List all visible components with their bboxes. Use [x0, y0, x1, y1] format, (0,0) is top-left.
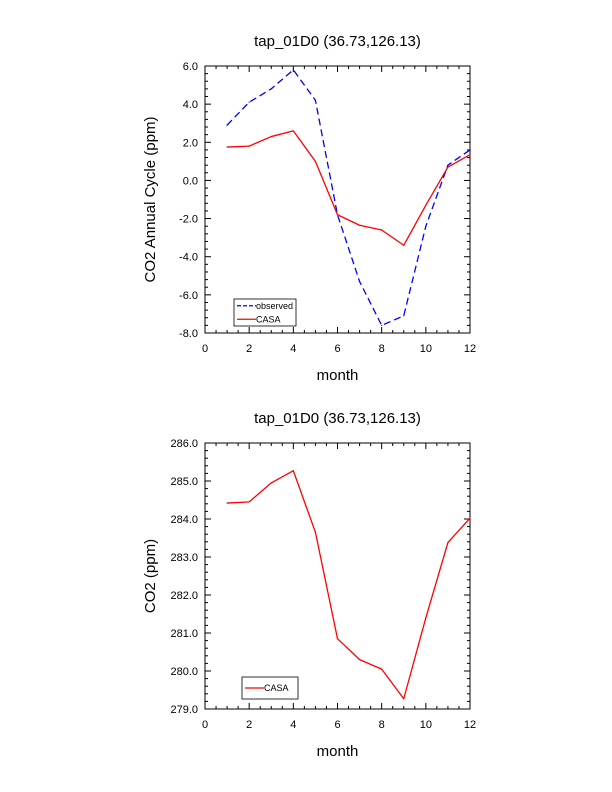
x-tick-label: 12 [464, 719, 476, 731]
data-point-observed [226, 124, 228, 126]
y-tick-label: -6.0 [179, 290, 198, 302]
x-tick-label: 0 [202, 343, 208, 355]
data-point-casa [270, 135, 272, 138]
data-point-observed [469, 149, 471, 151]
chart-panel-2: tap_01D0 (36.73,126.13) 0 2 4 6 8 10 12 279.0 280… [142, 410, 476, 760]
chart-panel-1: tap_01D0 (36.73,126.13) 0 2 4 6 8 10 12 -8.0 -6.0… [142, 33, 476, 384]
data-point-casa [469, 154, 471, 156]
x-axis-title: month [317, 367, 359, 384]
y-tick-label: 2.0 [183, 137, 198, 149]
chart-title: tap_01D0 (36.73,126.13) [254, 33, 421, 50]
y-tick-label: -2.0 [179, 214, 198, 226]
y-tick-label: 4.0 [183, 99, 198, 111]
x-tick-label: 4 [290, 343, 296, 355]
plot-frame [204, 442, 471, 710]
x-tick-label: 6 [334, 719, 340, 731]
data-point-casa [270, 482, 272, 484]
data-point-casa [226, 146, 228, 148]
data-point-casa [381, 668, 383, 670]
y-tick-label: 279.0 [170, 704, 198, 716]
legend-label-casa: CASA [256, 314, 281, 324]
data-point-casa [447, 166, 449, 168]
series-line-casa [227, 470, 471, 700]
legend-label-casa: CASA [264, 683, 289, 693]
data-point-observed [292, 69, 294, 71]
data-point-casa [403, 244, 405, 246]
data-point-casa [248, 501, 250, 503]
y-tick-label: 0.0 [183, 175, 198, 187]
x-tick-label: 6 [334, 343, 340, 355]
data-point-casa [447, 541, 449, 544]
y-tick-label: 286.0 [170, 438, 198, 450]
data-point-observed [447, 164, 449, 166]
data-point-observed [270, 88, 272, 90]
data-point-casa [358, 659, 361, 661]
x-tick-label: 10 [420, 719, 432, 731]
chart-title: tap_01D0 (36.73,126.13) [254, 410, 421, 427]
data-point-casa [425, 204, 427, 206]
legend: CASA [241, 676, 299, 700]
series-line-observed [226, 69, 471, 327]
data-point-casa [314, 160, 317, 162]
series-line-casa [227, 130, 471, 246]
data-point-casa [292, 130, 294, 132]
legend: observed CASA [233, 298, 297, 327]
data-point-observed [403, 315, 405, 317]
data-point-casa [292, 470, 294, 472]
x-tick-label: 8 [379, 719, 385, 731]
x-tick-label: 8 [379, 343, 385, 355]
y-axis-title: CO2 (ppm) [142, 539, 159, 613]
y-tick-label: -8.0 [179, 328, 198, 340]
y-tick-label: 285.0 [170, 476, 198, 488]
data-point-casa [381, 229, 383, 231]
data-point-observed [358, 280, 361, 283]
x-tick-label: 4 [290, 719, 296, 731]
x-tick-label: 10 [420, 343, 432, 355]
y-tick-label: 282.0 [170, 590, 198, 602]
y-tick-label: 281.0 [170, 628, 198, 640]
legend-box [241, 676, 299, 700]
legend-label-observed: observed [256, 301, 293, 311]
data-point-casa [336, 214, 339, 216]
y-tick-label: -4.0 [179, 252, 198, 264]
x-tick-label: 0 [202, 719, 208, 731]
x-tick-label: 2 [246, 343, 252, 355]
y-tick-label: 280.0 [170, 666, 198, 678]
data-point-observed [314, 99, 317, 101]
data-point-casa [248, 145, 250, 147]
x-tick-label: 12 [464, 343, 476, 355]
data-point-casa [336, 638, 339, 640]
data-point-casa [469, 517, 471, 519]
data-point-casa [314, 531, 317, 533]
data-point-observed [381, 324, 383, 326]
x-axis-title: month [317, 743, 359, 760]
data-point-casa [403, 698, 405, 700]
y-tick-label: 284.0 [170, 514, 198, 526]
y-axis-title: CO2 Annual Cycle (ppm) [142, 117, 159, 283]
data-point-observed [425, 225, 427, 227]
data-point-casa [425, 617, 427, 619]
data-point-casa [226, 502, 228, 504]
legend-box [233, 298, 297, 327]
y-tick-label: 283.0 [170, 552, 198, 564]
data-point-casa [358, 224, 361, 226]
y-tick-label: 6.0 [183, 61, 198, 73]
x-tick-label: 2 [246, 719, 252, 731]
data-point-observed [248, 101, 250, 103]
